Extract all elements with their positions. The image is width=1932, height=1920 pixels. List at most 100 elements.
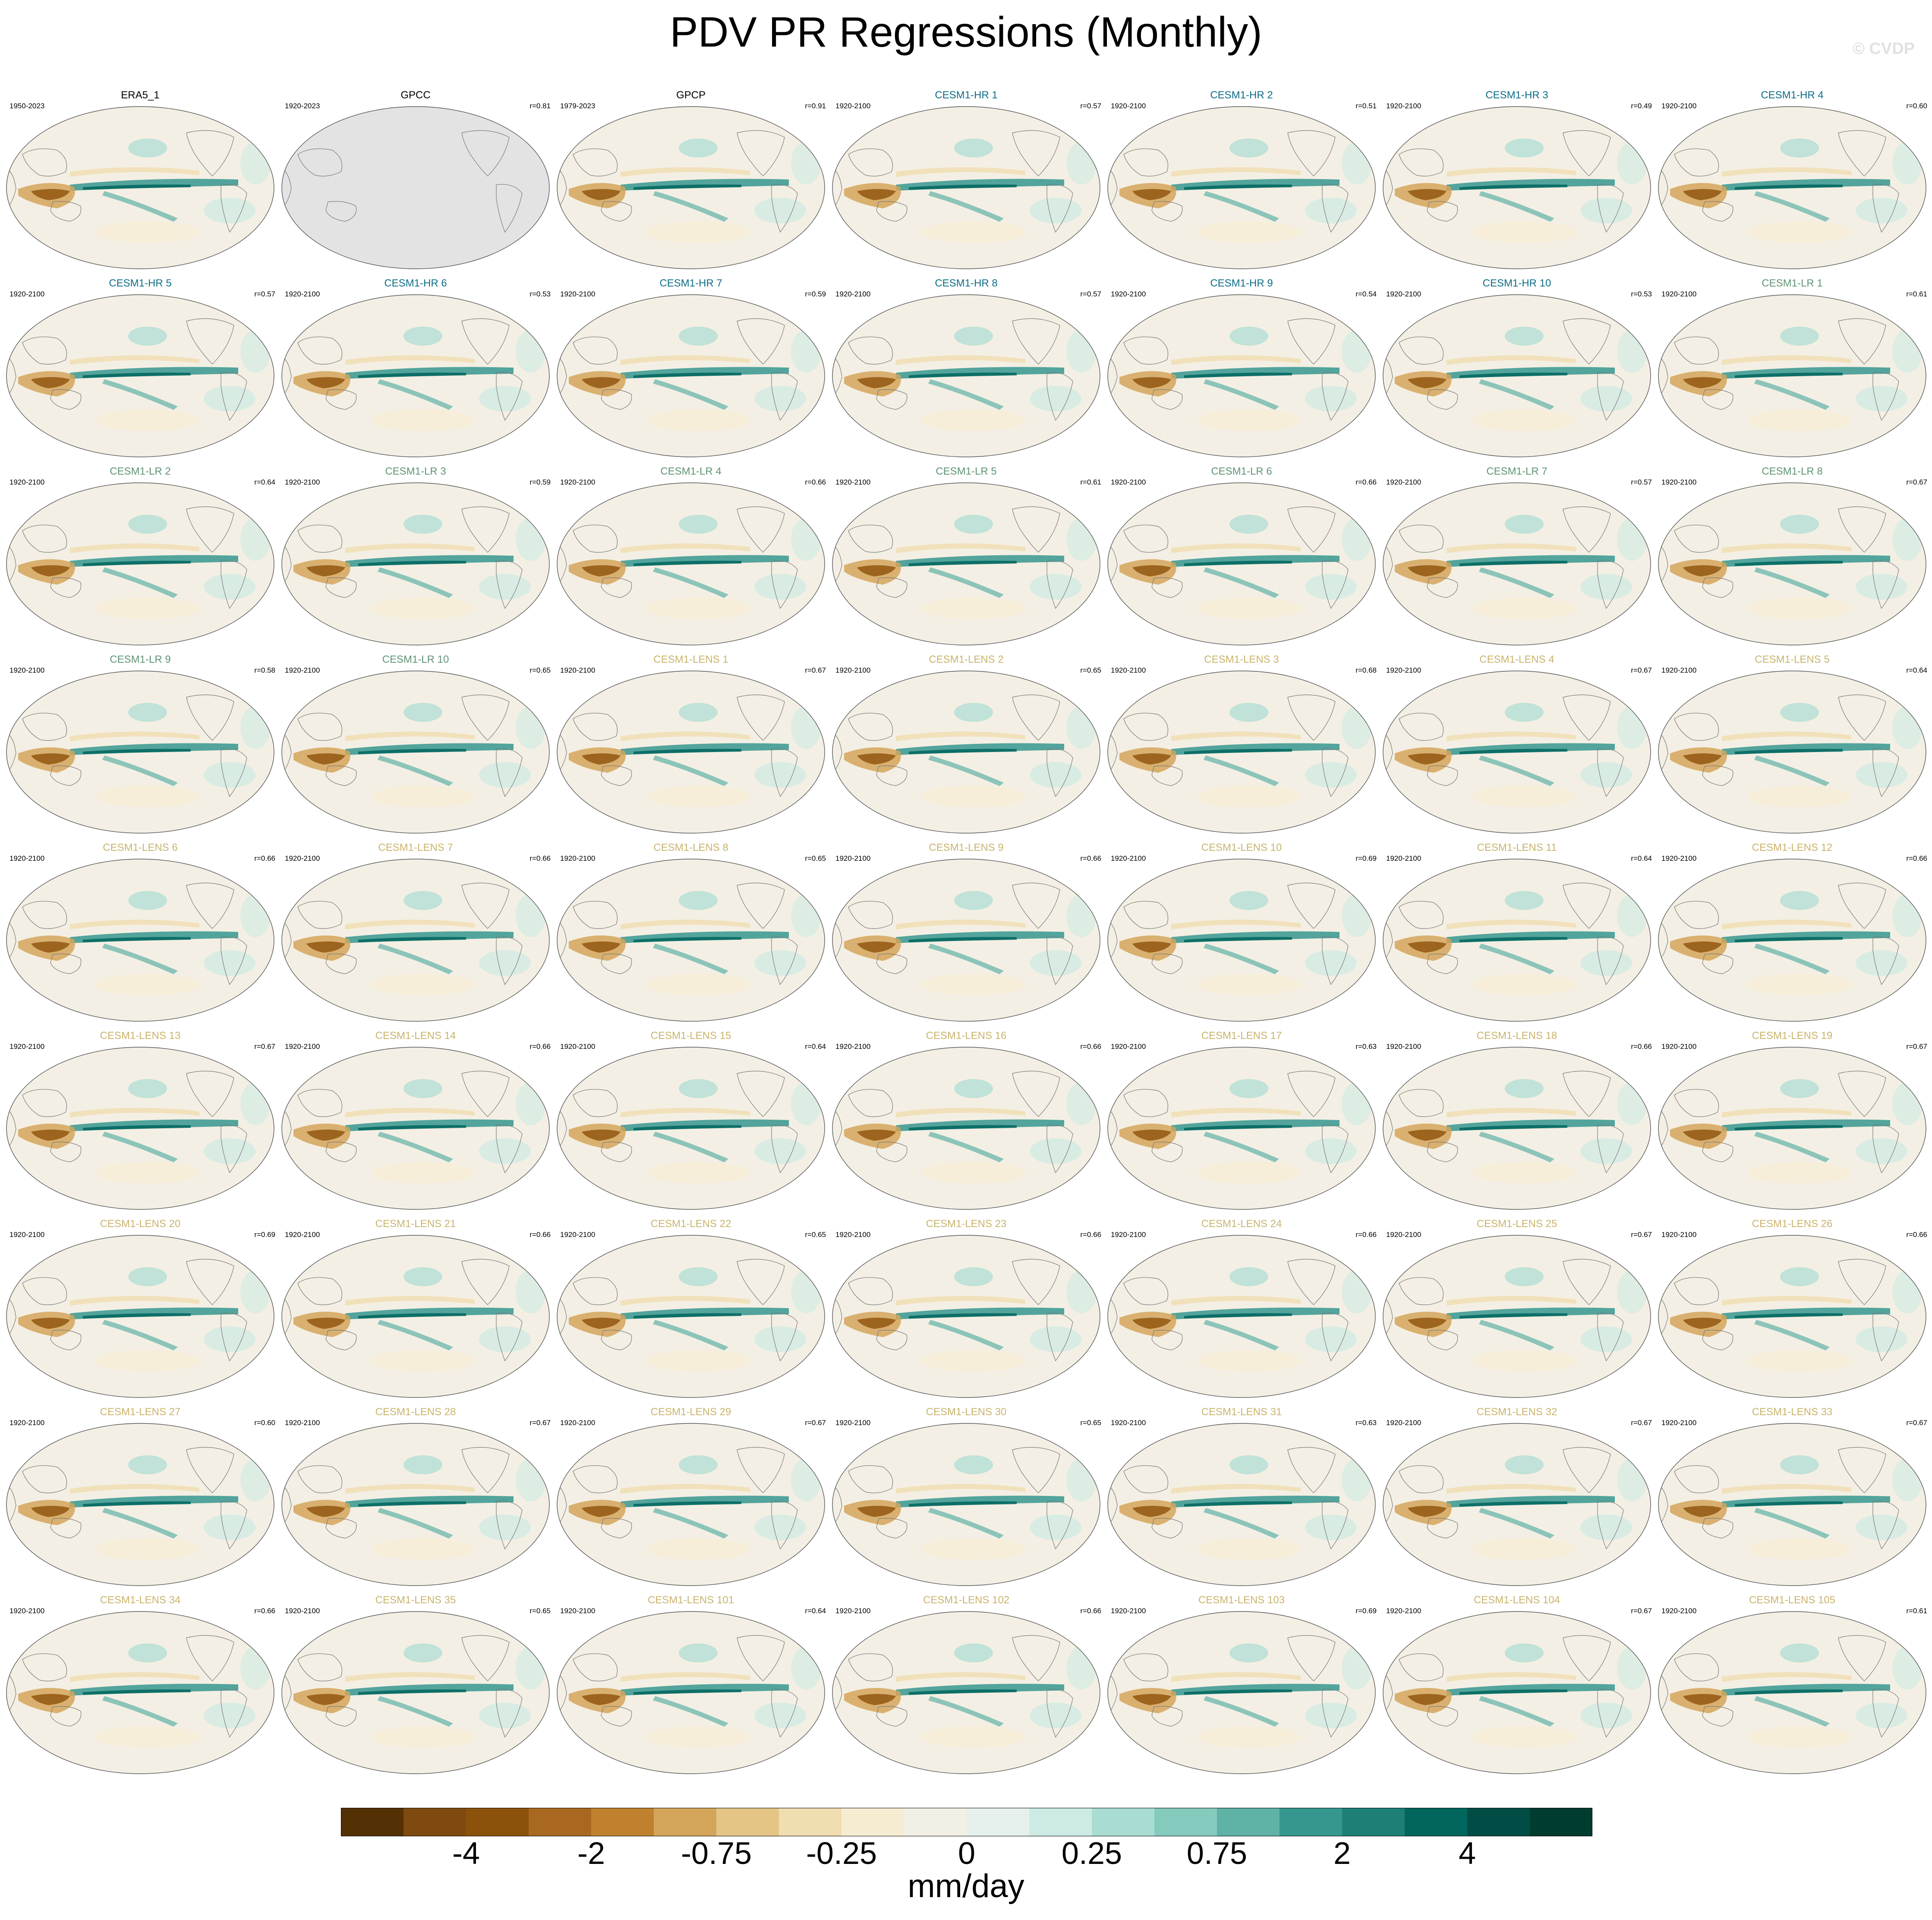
australia-coastline	[1702, 954, 1733, 974]
north-america-coastline	[1838, 1447, 1886, 1493]
asia-coastline	[297, 713, 343, 741]
atlantic-wet	[1617, 894, 1647, 937]
north-america-coastline	[1563, 130, 1611, 176]
south-pacific-dry	[1748, 598, 1851, 619]
spcz-band	[102, 191, 178, 222]
pacific-wet-core	[633, 1125, 741, 1130]
map-panel: CESM1-LENS 24 1920-2100 r=0.66	[1104, 1216, 1379, 1404]
panel-years: 1920-2023	[285, 102, 320, 110]
south-america-coastline	[1597, 184, 1624, 233]
spcz-band	[1754, 755, 1830, 786]
australia-coastline	[1427, 577, 1458, 598]
north-pacific-wet	[1229, 515, 1268, 534]
panel-title: CESM1-LR 9	[110, 654, 171, 665]
north-pacific-dry	[1171, 1108, 1301, 1117]
map-border	[1658, 294, 1926, 457]
maritime-dry-core	[582, 1318, 621, 1329]
north-america-coastline	[186, 694, 234, 741]
regression-map	[1383, 1047, 1651, 1210]
maritime-dry-core	[31, 565, 70, 576]
panel-correlation: r=0.49	[1631, 102, 1652, 110]
panel-correlation: r=0.67	[529, 1419, 551, 1427]
pacific-wet-core	[1459, 1125, 1567, 1130]
south-america-coastline	[221, 1501, 247, 1550]
maritime-dry-core	[31, 1694, 70, 1705]
map-panel: CESM1-LENS 32 1920-2100 r=0.67	[1379, 1404, 1655, 1593]
map-border	[832, 670, 1100, 834]
asia-coastline	[1123, 1089, 1169, 1117]
pacific-wet-core	[1459, 1501, 1567, 1507]
atlantic-wet	[1066, 330, 1097, 373]
south-america-coastline	[1046, 1501, 1073, 1550]
north-pacific-dry	[1171, 167, 1301, 177]
south-america-coastline	[1046, 1124, 1073, 1174]
southeast-pacific-wet	[1305, 574, 1357, 600]
north-pacific-dry	[345, 1672, 475, 1682]
maritime-dry-core	[857, 941, 896, 953]
colorbar-labels: -4 -2 -0.75 -0.25 0 0.25 0.75 2 4	[0, 1836, 1932, 1871]
south-pacific-dry	[1472, 1350, 1576, 1372]
north-pacific-dry	[621, 1108, 750, 1117]
australia-coastline	[1702, 1518, 1733, 1539]
south-pacific-dry	[1472, 974, 1576, 995]
panel-title: CESM1-LENS 31	[1201, 1406, 1282, 1418]
north-america-coastline	[1563, 318, 1611, 365]
map-border	[1383, 1047, 1651, 1210]
map-panel: CESM1-LENS 33 1920-2100 r=0.67	[1655, 1404, 1930, 1593]
southeast-pacific-wet	[479, 1514, 531, 1540]
map-border	[1107, 294, 1376, 457]
australia-coastline	[50, 1518, 82, 1539]
atlantic-wet	[240, 330, 271, 373]
southeast-pacific-wet	[1305, 386, 1357, 412]
map-panel: CESM1-LENS 29 1920-2100 r=0.67	[553, 1404, 829, 1593]
south-pacific-dry	[1197, 786, 1301, 807]
north-pacific-dry	[345, 1484, 475, 1494]
maritime-dry-core	[857, 1318, 896, 1329]
southeast-pacific-wet	[1580, 1326, 1632, 1352]
atlantic-wet	[791, 518, 821, 561]
southeast-pacific-wet	[1030, 1514, 1081, 1540]
north-america-coastline	[1287, 1635, 1336, 1681]
north-pacific-wet	[1229, 891, 1268, 910]
south-pacific-dry	[646, 974, 750, 995]
panel-correlation: r=0.66	[1906, 854, 1927, 862]
southeast-pacific-wet	[1580, 198, 1632, 223]
regression-map	[6, 106, 274, 269]
panel-title: CESM1-LENS 24	[1201, 1218, 1282, 1230]
north-pacific-dry	[1722, 167, 1851, 177]
north-pacific-wet	[1505, 1455, 1544, 1474]
spcz-band	[1479, 1132, 1554, 1162]
regression-map	[832, 1235, 1100, 1398]
colorbar-tick-label: -0.25	[806, 1836, 877, 1871]
south-america-coastline	[1046, 936, 1073, 985]
regression-map	[557, 482, 825, 645]
maritime-dry-core	[306, 1130, 345, 1141]
north-america-coastline	[186, 1070, 234, 1117]
north-america-coastline	[1838, 882, 1886, 929]
south-pacific-dry	[1472, 1726, 1576, 1748]
panel-correlation: r=0.64	[254, 478, 275, 486]
pacific-wet-core	[1184, 937, 1292, 942]
colorbar-swatch	[591, 1808, 654, 1836]
north-pacific-wet	[128, 1455, 167, 1474]
north-america-coastline	[186, 1259, 234, 1305]
panel-correlation: r=0.66	[1080, 1042, 1101, 1051]
south-pacific-dry	[1197, 1726, 1301, 1748]
south-america-coastline	[771, 184, 798, 233]
south-america-coastline	[771, 936, 798, 985]
maritime-dry-core	[582, 1694, 621, 1705]
panel-years: 1920-2100	[1111, 854, 1146, 862]
map-panel: CESM1-LENS 101 1920-2100 r=0.64	[553, 1592, 829, 1781]
australia-coastline	[50, 954, 82, 974]
south-pacific-dry	[1197, 598, 1301, 619]
north-america-coastline	[1287, 1070, 1336, 1117]
panel-years: 1920-2100	[9, 290, 45, 298]
south-america-coastline	[221, 936, 247, 985]
panel-title: CESM1-HR 8	[935, 277, 998, 289]
maritime-dry-core	[582, 1130, 621, 1141]
panel-correlation: r=0.57	[1631, 478, 1652, 486]
southeast-pacific-wet	[1305, 950, 1357, 976]
southeast-pacific-wet	[204, 1703, 255, 1728]
map-border	[557, 859, 825, 1022]
spcz-band	[1479, 1320, 1554, 1350]
